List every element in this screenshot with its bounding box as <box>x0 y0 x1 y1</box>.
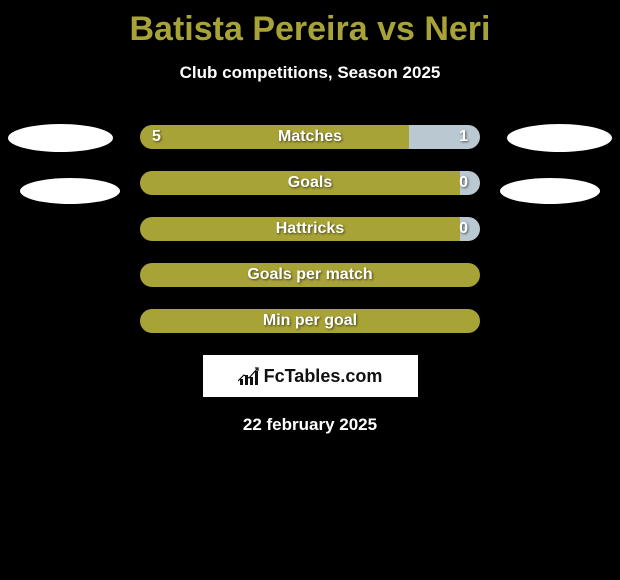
bar-row: Goals0 <box>140 171 480 195</box>
bar-track <box>140 309 480 333</box>
bar-left-segment <box>140 125 409 149</box>
bar-right-segment <box>460 217 480 241</box>
bar-left-segment <box>140 309 480 333</box>
bar-chart-trend-icon <box>238 367 260 385</box>
bar-track <box>140 263 480 287</box>
bar-row: Matches51 <box>140 125 480 149</box>
bar-left-segment <box>140 171 460 195</box>
player-badge-left-1 <box>8 124 113 152</box>
bar-left-segment <box>140 217 460 241</box>
bar-row: Min per goal <box>140 309 480 333</box>
bar-track <box>140 125 480 149</box>
page-subtitle: Club competitions, Season 2025 <box>0 63 620 83</box>
comparison-chart: Matches51 Goals0 Hattricks0 Goals per match… <box>140 125 480 333</box>
bar-track <box>140 217 480 241</box>
page-title: Batista Pereira vs Neri <box>0 0 620 49</box>
bar-track <box>140 171 480 195</box>
player-badge-right-1 <box>507 124 612 152</box>
bar-row: Hattricks0 <box>140 217 480 241</box>
date-line: 22 february 2025 <box>0 415 620 435</box>
logo-box: FcTables.com <box>203 355 418 397</box>
bar-right-segment <box>460 171 480 195</box>
player-badge-right-2 <box>500 178 600 204</box>
bar-left-segment <box>140 263 480 287</box>
bar-right-segment <box>409 125 480 149</box>
logo-text: FcTables.com <box>264 366 383 387</box>
player-badge-left-2 <box>20 178 120 204</box>
bar-row: Goals per match <box>140 263 480 287</box>
